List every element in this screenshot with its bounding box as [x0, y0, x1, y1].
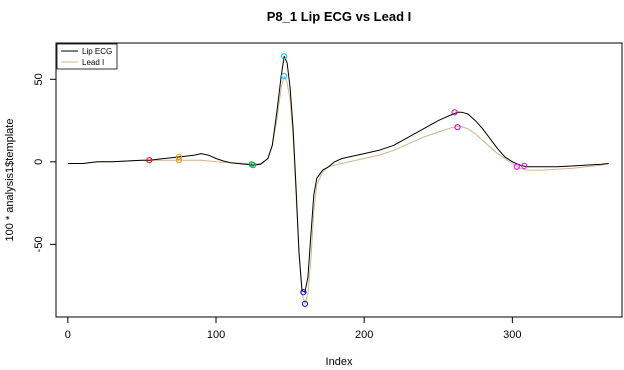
marker-point: [521, 162, 528, 170]
marker-point: [301, 300, 309, 307]
legend-label-lip-ecg: Lip ECG: [82, 47, 112, 56]
y-tick-label: -50: [33, 236, 45, 252]
marker-point: [451, 109, 458, 116]
plot-frame: [55, 42, 623, 318]
x-axis-label: Index: [326, 356, 353, 368]
x-tick-label: 0: [65, 329, 71, 341]
x-axis: 0 100 200 300: [65, 316, 522, 341]
marker-point: [281, 53, 288, 60]
series-line-lead-i: [67, 75, 609, 305]
marker-point: [146, 157, 153, 164]
marker-point: [300, 289, 307, 296]
marker-point: [249, 162, 257, 169]
y-tick-label: 50: [33, 73, 45, 85]
y-axis-label: 100 * analysis1$template: [4, 119, 16, 242]
x-tick-label: 300: [503, 329, 521, 341]
chart-title: P8_1 Lip ECG vs Lead I: [267, 9, 412, 24]
series-layer: [67, 55, 609, 305]
marker-point: [281, 72, 288, 80]
y-tick-label: 0: [33, 159, 45, 165]
marker-point: [175, 153, 183, 160]
series-line-lip-ecg: [67, 55, 609, 293]
legend: Lip ECG Lead I: [56, 43, 118, 70]
marker-point: [454, 124, 461, 131]
legend-box: [56, 43, 118, 70]
legend-label-lead-i: Lead I: [82, 58, 104, 67]
y-axis: -50 0 50: [33, 73, 57, 252]
marker-point: [175, 157, 183, 164]
marker-layer: [146, 53, 528, 307]
x-tick-label: 100: [207, 329, 225, 341]
x-tick-label: 200: [355, 329, 373, 341]
marker-point: [513, 163, 520, 170]
